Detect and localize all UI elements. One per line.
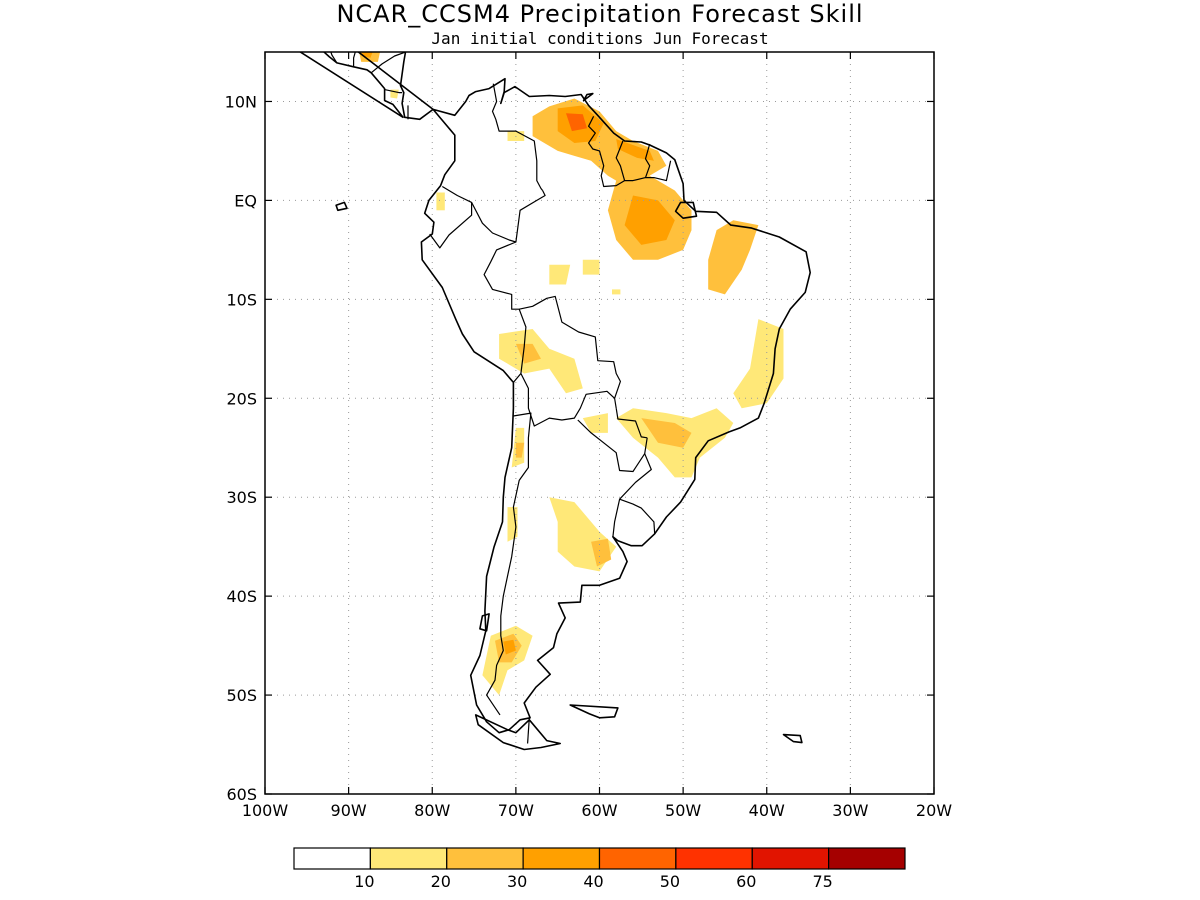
skill-region <box>733 319 784 409</box>
lat-tick-label: 40S <box>226 587 257 606</box>
skill-region <box>641 418 692 448</box>
colorbar-label: 10 <box>354 872 374 891</box>
coastline <box>569 704 619 719</box>
country-border <box>370 52 406 74</box>
lat-tick-label: 20S <box>226 389 257 408</box>
colorbar-swatch <box>369 847 448 870</box>
coastline <box>479 613 490 632</box>
country-border <box>520 373 616 427</box>
colorbar-label: 30 <box>507 872 527 891</box>
country-border <box>615 140 626 181</box>
country-border <box>491 83 544 191</box>
country-border <box>441 185 546 243</box>
skill-region <box>515 442 525 458</box>
country-border <box>619 498 656 534</box>
coastline <box>782 733 803 744</box>
colorbar-swatch <box>828 847 906 870</box>
country-border <box>587 116 672 188</box>
country-border <box>384 89 403 94</box>
country-border <box>483 241 527 383</box>
colorbar-swatch <box>293 847 371 870</box>
country-border <box>612 453 652 537</box>
lon-tick-label: 20W <box>916 801 952 820</box>
country-border <box>577 419 648 473</box>
lon-tick-label: 60W <box>581 801 617 820</box>
colorbar-label: 20 <box>431 872 451 891</box>
chart-subtitle: Jan initial conditions Jun Forecast <box>431 29 768 48</box>
country-border <box>353 52 357 67</box>
colorbar-label: 40 <box>583 872 603 891</box>
coastline <box>674 201 698 219</box>
skill-region <box>612 289 621 295</box>
coastline <box>357 52 434 121</box>
country-border <box>527 717 530 744</box>
skill-region <box>582 413 608 433</box>
country-border <box>644 143 651 178</box>
lat-tick-label: 30S <box>226 488 257 507</box>
country-border <box>486 412 532 716</box>
skill-region <box>582 259 600 275</box>
skill-region <box>624 195 675 245</box>
coastlines-and-borders <box>298 52 812 751</box>
skill-region <box>708 220 759 295</box>
country-border <box>429 202 473 249</box>
coastline <box>335 201 348 212</box>
skill-region <box>503 639 516 655</box>
country-border <box>519 295 622 409</box>
skill-region <box>549 264 571 285</box>
lat-tick-label: 50S <box>226 686 257 705</box>
coastline <box>298 52 404 119</box>
lon-tick-label: 70W <box>498 801 534 820</box>
colorbar-swatch <box>446 847 524 870</box>
colorbar-swatch <box>751 847 830 870</box>
colorbar: 10 20 30 40 50 60 75 <box>293 847 906 891</box>
skill-shading-layer <box>359 52 784 696</box>
lat-tick-label: 10S <box>226 290 257 309</box>
skill-region <box>616 139 654 161</box>
colorbar-swatch <box>598 847 677 870</box>
gridlines <box>265 52 934 794</box>
chart-title: NCAR_CCSM4 Precipitation Forecast Skill <box>336 0 863 28</box>
colorbar-swatch <box>675 847 753 870</box>
axis-ticks: 100W 90W 80W 70W 60W 50W 40W 30W 20W 10N EQ 10S 20S 3… <box>225 52 952 820</box>
lon-tick-label: 80W <box>414 801 450 820</box>
skill-region <box>436 192 445 211</box>
map-panel: 100W 90W 80W 70W 60W 50W 40W 30W 20W 10N EQ 10S 20S 3… <box>225 51 952 820</box>
colorbar-label: 75 <box>812 872 832 891</box>
skill-region <box>591 538 612 567</box>
lon-tick-label: 100W <box>242 801 289 820</box>
lon-tick-label: 40W <box>749 801 785 820</box>
lat-tick-label: 10N <box>225 92 257 111</box>
colorbar-swatch <box>522 847 601 870</box>
lon-tick-label: 30W <box>832 801 868 820</box>
country-border <box>330 52 338 64</box>
coastline <box>582 92 594 102</box>
colorbar-label: 60 <box>736 872 756 891</box>
lon-tick-label: 90W <box>331 801 367 820</box>
lon-tick-label: 50W <box>665 801 701 820</box>
coastline <box>474 714 562 751</box>
lat-tick-label: EQ <box>234 191 257 210</box>
country-border <box>615 408 648 439</box>
skill-region <box>566 113 587 132</box>
lat-tick-label: 60S <box>226 785 257 804</box>
colorbar-label: 50 <box>660 872 680 891</box>
